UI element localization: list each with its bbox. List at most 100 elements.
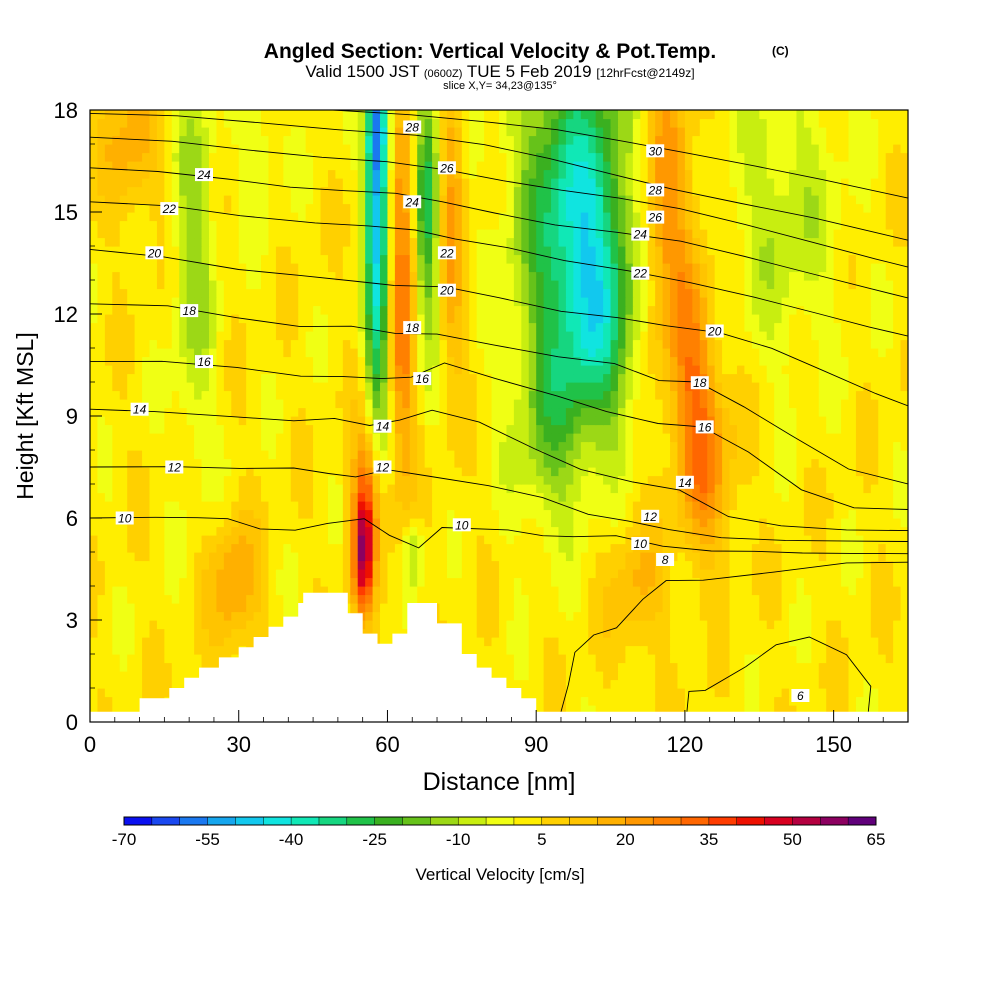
velocity-cell — [231, 594, 240, 604]
velocity-cell — [744, 433, 753, 443]
velocity-cell — [186, 569, 195, 579]
velocity-cell — [104, 535, 113, 545]
velocity-cell — [818, 484, 827, 494]
velocity-cell — [670, 518, 679, 528]
velocity-cell — [164, 450, 173, 460]
velocity-cell — [298, 509, 307, 519]
velocity-cell — [759, 492, 768, 502]
velocity-cell — [803, 552, 812, 562]
velocity-cell — [320, 492, 329, 502]
velocity-cell — [722, 535, 731, 545]
velocity-cell — [655, 467, 664, 477]
velocity-cell — [796, 645, 805, 655]
velocity-cell — [454, 390, 463, 400]
velocity-cell — [759, 424, 768, 434]
velocity-cell — [469, 526, 478, 536]
velocity-cell — [149, 424, 158, 434]
velocity-cell — [781, 407, 790, 417]
velocity-cell — [357, 382, 366, 392]
velocity-cell — [119, 348, 128, 358]
velocity-cell — [722, 696, 731, 706]
velocity-cell — [446, 416, 455, 426]
velocity-cell — [699, 441, 708, 451]
velocity-cell — [313, 458, 322, 468]
velocity-cell — [543, 620, 552, 630]
velocity-cell — [290, 484, 299, 494]
velocity-cell — [194, 535, 203, 545]
velocity-cell — [655, 535, 664, 545]
velocity-cell — [402, 526, 411, 536]
velocity-cell — [573, 560, 582, 570]
velocity-cell — [290, 348, 299, 358]
velocity-cell — [327, 399, 336, 409]
velocity-cell — [736, 628, 745, 638]
velocity-cell — [513, 679, 522, 689]
velocity-cell — [789, 373, 798, 383]
velocity-cell — [142, 467, 151, 477]
velocity-cell — [647, 365, 656, 375]
velocity-cell — [335, 492, 344, 502]
velocity-cell — [848, 441, 857, 451]
velocity-cell — [744, 696, 753, 706]
velocity-cell — [841, 399, 850, 409]
velocity-cell — [402, 509, 411, 519]
velocity-cell — [513, 611, 522, 621]
velocity-cell — [855, 390, 864, 400]
velocity-cell — [261, 509, 270, 519]
velocity-cell — [521, 501, 530, 511]
velocity-cell — [603, 552, 612, 562]
velocity-cell — [469, 441, 478, 451]
velocity-cell — [268, 475, 277, 485]
velocity-cell — [729, 705, 738, 715]
velocity-cell — [759, 509, 768, 519]
velocity-cell — [863, 671, 872, 681]
velocity-cell — [536, 543, 545, 553]
velocity-cell — [610, 645, 619, 655]
velocity-cell — [670, 569, 679, 579]
velocity-cell — [127, 671, 136, 681]
velocity-cell — [610, 535, 619, 545]
velocity-cell — [528, 416, 537, 426]
velocity-cell — [469, 509, 478, 519]
velocity-cell — [558, 603, 567, 613]
velocity-cell — [513, 467, 522, 477]
velocity-cell — [171, 373, 180, 383]
velocity-cell — [417, 339, 426, 349]
velocity-cell — [551, 373, 560, 383]
velocity-cell — [290, 365, 299, 375]
velocity-cell — [610, 484, 619, 494]
velocity-cell — [469, 467, 478, 477]
velocity-cell — [335, 535, 344, 545]
velocity-cell — [119, 331, 128, 341]
velocity-cell — [298, 535, 307, 545]
velocity-cell — [588, 628, 597, 638]
velocity-cell — [580, 586, 589, 596]
velocity-cell — [528, 348, 537, 358]
velocity-cell — [774, 611, 783, 621]
velocity-cell — [298, 382, 307, 392]
velocity-cell — [766, 467, 775, 477]
velocity-cell — [855, 458, 864, 468]
velocity-cell — [439, 535, 448, 545]
velocity-cell — [327, 552, 336, 562]
velocity-cell — [454, 339, 463, 349]
velocity-cell — [365, 628, 374, 638]
velocity-cell — [164, 424, 173, 434]
velocity-cell — [268, 509, 277, 519]
velocity-cell — [320, 535, 329, 545]
velocity-cell — [759, 467, 768, 477]
velocity-cell — [781, 645, 790, 655]
velocity-cell — [387, 509, 396, 519]
velocity-cell — [216, 526, 225, 536]
velocity-cell — [699, 543, 708, 553]
velocity-cell — [186, 365, 195, 375]
velocity-cell — [543, 569, 552, 579]
velocity-cell — [387, 526, 396, 536]
velocity-cell — [736, 705, 745, 715]
velocity-cell — [484, 365, 493, 375]
velocity-cell — [171, 450, 180, 460]
velocity-cell — [722, 390, 731, 400]
velocity-cell — [327, 450, 336, 460]
velocity-cell — [565, 611, 574, 621]
